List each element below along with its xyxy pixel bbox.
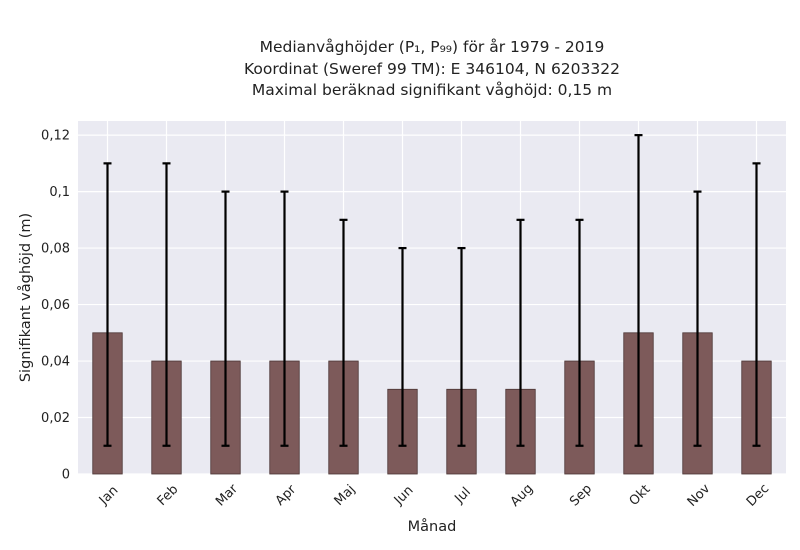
chart-subtitle-line: Maximal beräknad signifikant våghöjd: 0,… xyxy=(252,81,612,99)
x-axis-ticks: Jan Feb Mar Apr Maj Jun Jul Aug Sep Okt Nov Dec xyxy=(96,481,772,510)
error-bar xyxy=(457,246,466,447)
error-bar xyxy=(516,218,525,447)
error-bar xyxy=(339,218,348,447)
y-tick-label: 0,12 xyxy=(41,129,70,144)
y-tick-label: 0 xyxy=(62,468,70,483)
error-bar xyxy=(398,246,407,447)
chart-subtitle-line: Koordinat (Sweref 99 TM): E 346104, N 62… xyxy=(244,60,620,78)
x-tick-label: Nov xyxy=(685,481,714,510)
y-tick-label: 0,04 xyxy=(41,355,70,370)
x-tick-label: Dec xyxy=(744,481,772,509)
error-bar xyxy=(634,134,643,447)
x-tick-label: Apr xyxy=(273,482,300,509)
y-tick-label: 0,06 xyxy=(41,298,70,313)
x-axis-label: Månad xyxy=(408,518,457,535)
error-bar xyxy=(575,218,584,447)
y-tick-label: 0,02 xyxy=(41,411,70,426)
y-axis-label: Signifikant våghöjd (m) xyxy=(17,213,34,382)
y-tick-label: 0,1 xyxy=(49,185,70,200)
x-tick-label: Feb xyxy=(155,482,182,509)
error-bar xyxy=(280,190,289,447)
y-axis-ticks: 0 0,02 0,04 0,06 0,08 0,1 0,12 xyxy=(41,129,70,483)
x-tick-label: Jun xyxy=(391,483,417,509)
error-bar xyxy=(103,162,112,447)
chart-title: Medianvåghöjder (P₁, P₉₉) för år 1979 - … xyxy=(244,38,620,99)
error-bar xyxy=(693,190,702,447)
error-bar xyxy=(221,190,230,447)
x-tick-label: Sep xyxy=(567,482,595,510)
error-bar xyxy=(752,162,761,447)
x-tick-label: Jan xyxy=(96,483,121,508)
x-tick-label: Okt xyxy=(627,482,654,509)
x-tick-label: Aug xyxy=(508,481,537,510)
y-gridlines xyxy=(78,134,786,475)
error-bars xyxy=(103,134,761,447)
y-tick-label: 0,08 xyxy=(41,242,70,257)
x-tick-label: Maj xyxy=(332,482,359,509)
x-tick-label: Mar xyxy=(213,481,241,509)
plot-area xyxy=(78,121,786,474)
chart-title-line: Medianvåghöjder (P₁, P₉₉) för år 1979 - … xyxy=(260,38,605,56)
x-tick-label: Jul xyxy=(451,485,473,507)
error-bar xyxy=(162,162,171,447)
